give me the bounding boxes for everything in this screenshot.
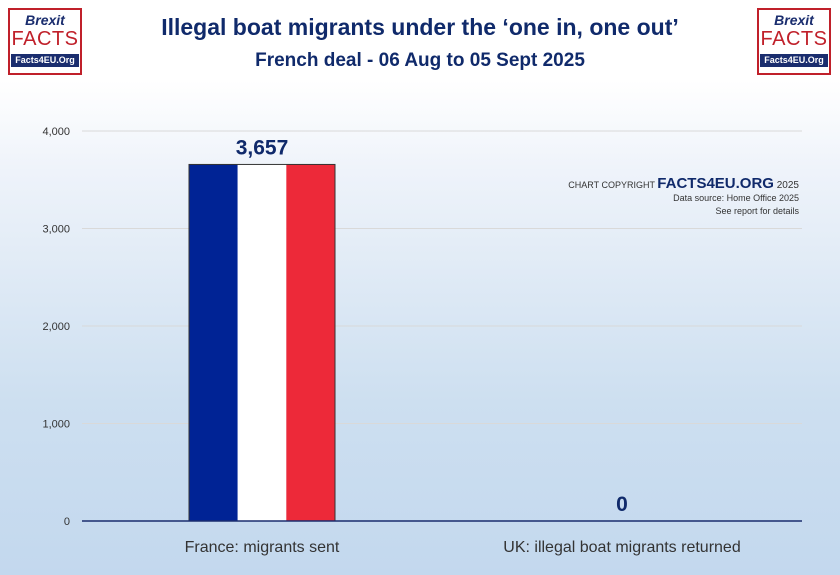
chart-subtitle: French deal - 06 Aug to 05 Sept 2025 xyxy=(255,50,585,71)
y-tick-label: 0 xyxy=(64,516,70,528)
data-label: 3,657 xyxy=(236,136,289,159)
y-tick-label: 1,000 xyxy=(42,419,70,431)
bar-segment-red xyxy=(286,164,335,521)
brexit-facts-logo-right: Brexit FACTS Facts4EU.Org xyxy=(757,8,831,75)
logo-line2: FACTS xyxy=(760,28,828,50)
x-category-label: UK: illegal boat migrants returned xyxy=(503,539,740,556)
brexit-facts-logo-left: Brexit FACTS Facts4EU.Org xyxy=(8,8,82,75)
y-tick-label: 3,000 xyxy=(42,224,70,236)
logo-line3: Facts4EU.Org xyxy=(11,54,79,67)
bar-segment-blue xyxy=(189,164,238,521)
logo-line3: Facts4EU.Org xyxy=(760,54,828,67)
logo-line2: FACTS xyxy=(11,28,79,50)
chart-title: Illegal boat migrants under the ‘one in,… xyxy=(161,14,679,40)
bar-segment-white xyxy=(237,164,287,521)
credit-year: 2025 xyxy=(773,180,799,191)
x-category-label: France: migrants sent xyxy=(185,539,340,556)
data-label: 0 xyxy=(616,493,628,516)
chart-credit: CHART COPYRIGHT FACTS4EU.ORG 2025 Data s… xyxy=(568,175,799,218)
credit-brand: FACTS4EU.ORG xyxy=(657,175,774,192)
credit-source: Data source: Home Office 2025 xyxy=(673,193,799,203)
y-tick-label: 4,000 xyxy=(42,126,70,138)
credit-prefix: CHART COPYRIGHT xyxy=(568,180,658,190)
y-tick-label: 2,000 xyxy=(42,321,70,333)
credit-note: See report for details xyxy=(715,206,799,216)
logo-line1: Brexit xyxy=(25,12,65,28)
logo-line1: Brexit xyxy=(774,12,814,28)
